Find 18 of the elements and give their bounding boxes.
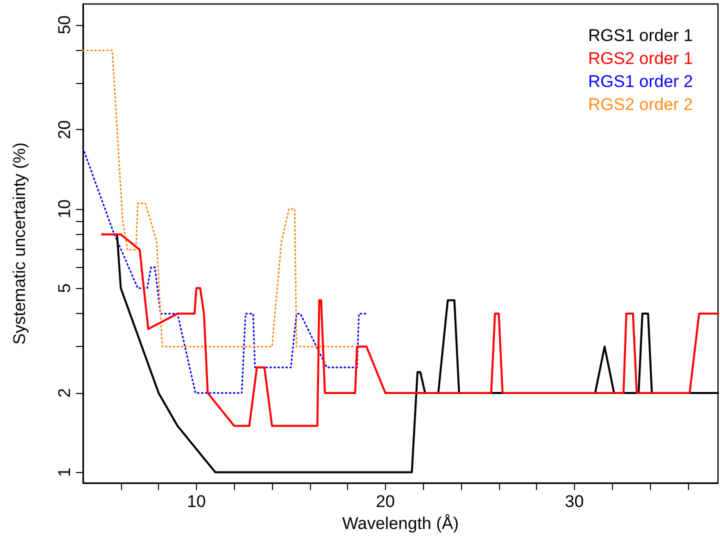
- line-series: [82, 50, 354, 348]
- x-tick-label: 30: [564, 492, 584, 511]
- line-series: [82, 147, 368, 394]
- text: RGS2 order 2: [588, 95, 694, 114]
- text: RGS2 order 1: [588, 49, 694, 68]
- x-tick-label: 20: [376, 492, 395, 511]
- x-axis-title: Wavelength (Å): [342, 514, 459, 533]
- x-tick-label: 10: [186, 492, 206, 511]
- y-tick-label: 50: [55, 15, 74, 34]
- line-series: [100, 233, 719, 427]
- text: RGS1 order 2: [588, 72, 694, 91]
- y-tick-label: 2: [55, 388, 74, 398]
- y-tick-label: 20: [55, 120, 74, 140]
- y-axis-title: Systematic uncertainty (%): [10, 142, 29, 345]
- y-tick-label: 5: [55, 283, 74, 293]
- y-tick-label: 1: [55, 467, 74, 477]
- y-tick-label: 10: [55, 199, 74, 218]
- text: RGS1 order 1: [588, 26, 694, 45]
